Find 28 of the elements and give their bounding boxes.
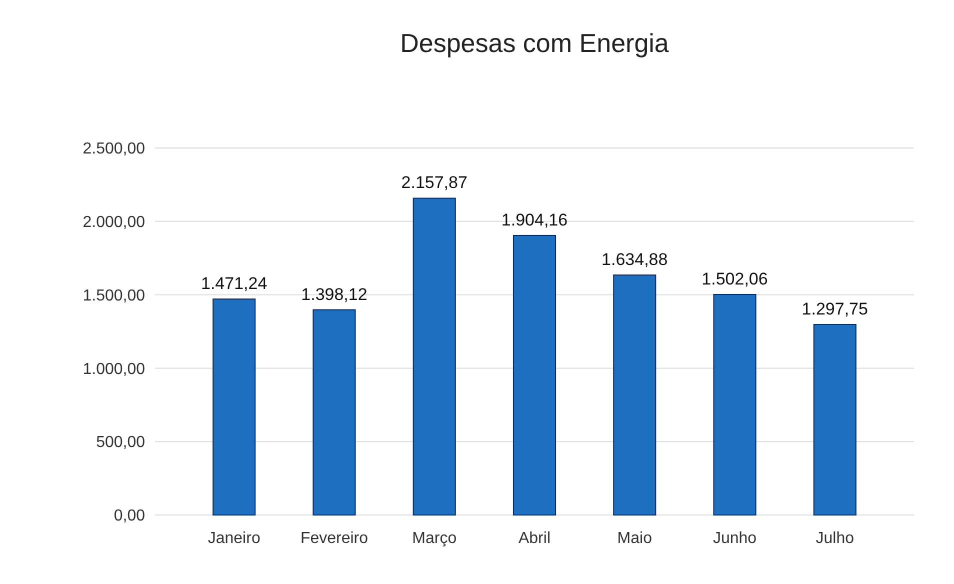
x-tick-label: Maio <box>617 530 652 547</box>
data-label: 1.634,88 <box>602 250 668 269</box>
data-label: 2.157,87 <box>401 173 468 192</box>
y-tick-label: 0,00 <box>114 508 146 525</box>
bar <box>312 309 356 516</box>
data-label: 1.904,16 <box>501 210 568 230</box>
x-tick-label: Julho <box>816 530 854 547</box>
x-tick-label: Abril <box>518 530 551 547</box>
data-label: 1.398,12 <box>301 284 368 304</box>
data-label: 1.471,24 <box>201 274 268 294</box>
y-tick-label: 500,00 <box>96 434 146 452</box>
data-label: 1.297,75 <box>802 299 868 318</box>
y-tick-label: 1.500,00 <box>82 287 146 304</box>
x-tick-label: Junho <box>712 530 757 547</box>
bar <box>212 298 256 516</box>
bar <box>713 294 756 516</box>
y-tick-label: 2.500,00 <box>82 140 146 158</box>
data-label: 1.502,06 <box>702 270 768 288</box>
y-tick-label: 2.000,00 <box>82 214 146 231</box>
bar <box>412 198 456 516</box>
bar <box>613 274 656 516</box>
x-tick-label: Janeiro <box>208 530 260 547</box>
x-tick-label: Março <box>412 530 457 547</box>
bar <box>512 234 556 516</box>
chart-title: Despesas com Energia <box>400 28 670 58</box>
y-tick-label: 1.000,00 <box>82 360 146 378</box>
x-tick-label: Fevereiro <box>300 530 368 547</box>
bar <box>813 324 856 516</box>
